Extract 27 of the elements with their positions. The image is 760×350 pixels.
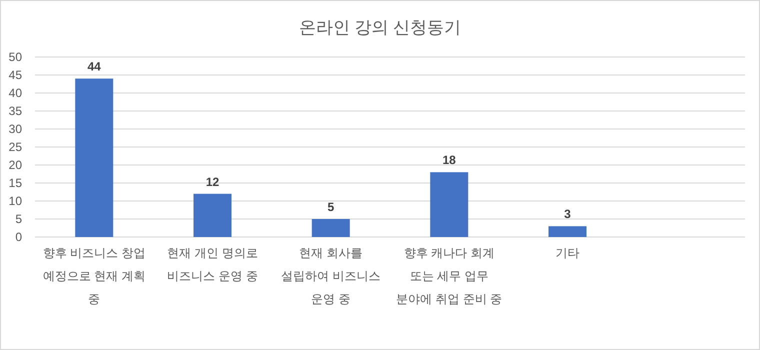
x-tick-label: 향후 캐나다 회계 또는 세무 업무 분야에 취업 준비 중 (396, 246, 502, 306)
y-tick-label: 50 (8, 50, 22, 64)
x-tick-label: 기타 (556, 246, 580, 260)
y-tick-label: 25 (8, 140, 22, 154)
chart-title: 온라인 강의 신청동기 (298, 18, 462, 37)
bar (312, 219, 350, 237)
y-tick-label: 15 (8, 176, 22, 190)
x-tick-label: 현재 개인 명의로 비즈니스 운영 중 (167, 246, 258, 283)
y-tick-label: 45 (8, 68, 22, 82)
y-tick-label: 0 (15, 230, 22, 244)
y-tick-label: 35 (8, 104, 22, 118)
y-tick-label: 40 (8, 86, 22, 100)
data-label: 18 (442, 153, 456, 168)
x-tick-label: 향후 비즈니스 창업 예정으로 현재 계획 중 (42, 246, 146, 306)
bar (548, 226, 586, 237)
x-tick-label: 현재 회사를 설립하여 비즈니스 운영 중 (281, 246, 381, 306)
y-tick-label: 20 (8, 158, 22, 172)
y-tick-label: 30 (8, 122, 22, 136)
data-label: 44 (87, 60, 102, 74)
bar (430, 172, 468, 237)
bar (194, 194, 232, 237)
y-tick-label: 10 (8, 194, 22, 208)
data-label: 5 (327, 200, 334, 214)
y-tick-label: 5 (15, 212, 22, 226)
data-label: 3 (564, 207, 572, 222)
bar (75, 78, 114, 237)
data-label: 12 (206, 174, 220, 189)
